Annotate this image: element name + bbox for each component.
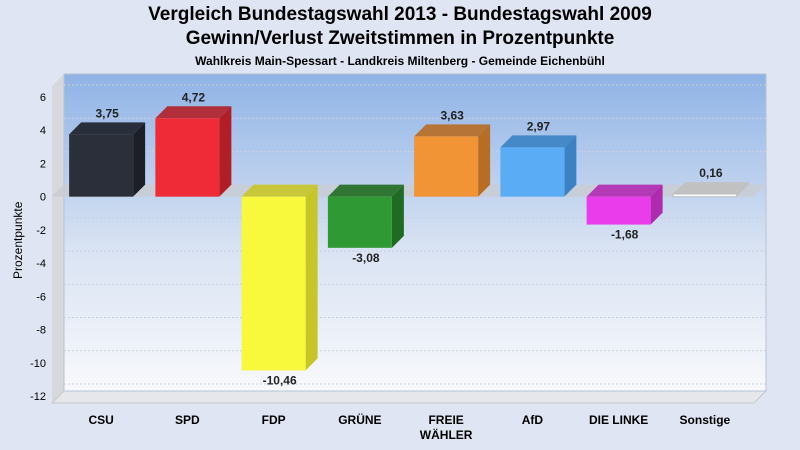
bar-side [478,124,491,197]
bar [500,147,565,197]
chart-subtitle: Gewinn/Verlust Zweitstimmen in Prozentpu… [185,28,615,49]
bar-side [650,184,663,225]
bar-top [327,184,404,197]
bar-top [69,122,146,135]
x-tick-label: AfD [522,413,544,427]
y-tick-label: -8 [36,325,46,337]
plot-floor [50,390,768,404]
bar-top [672,182,749,195]
y-tick-label: -10 [30,358,46,370]
bar-side [564,135,577,197]
y-tick-label: 2 [40,158,46,170]
x-tick-label: Sonstige [680,413,731,427]
bar-side [391,184,404,248]
x-tick-label: CSU [88,413,113,427]
bar [672,193,738,198]
y-tick-label: 6 [40,92,46,104]
x-tick-label: WÄHLER [420,427,473,442]
bar-side [736,182,749,197]
data-label: 0,16 [699,166,723,180]
bar-side [133,122,146,197]
data-label: -10,46 [263,373,297,387]
bar-top [241,184,318,197]
x-tick-label: GRÜNE [338,412,381,427]
x-tick-label: FDP [262,413,286,427]
data-label: 3,63 [440,108,464,122]
x-tick-label: FREIE [428,413,463,427]
data-label: -3,08 [352,251,380,265]
data-label: 3,75 [95,106,119,120]
x-tick-label: SPD [175,413,200,427]
plot-border [63,73,767,392]
bar-top [155,106,232,119]
y-tick-label: -4 [36,258,46,270]
bar [327,196,392,248]
chart-region-subtitle: Wahlkreis Main-Spessart - Landkreis Milt… [195,54,605,68]
bar-side [305,184,318,371]
y-tick-label: -6 [36,291,46,303]
bar [69,134,134,197]
zero-plane [52,184,766,197]
bar [155,118,220,197]
plot-left-wall [52,74,64,403]
y-tick-label: -12 [30,391,46,403]
bar-top [586,184,663,197]
bar-top [500,135,577,148]
data-label: -1,68 [611,228,639,242]
data-label: 4,72 [182,90,206,104]
bar [241,196,306,371]
bar [586,196,651,225]
y-tick-label: 4 [40,125,46,137]
bar-side [219,106,232,197]
x-tick-label: DIE LINKE [589,413,648,427]
y-tick-label: -2 [36,225,46,237]
y-tick-label: 0 [40,192,46,204]
chart-title: Vergleich Bundestagswahl 2013 - Bundesta… [148,4,652,25]
bar [414,136,479,197]
bar-top [414,124,491,137]
data-label: 2,97 [527,119,551,133]
